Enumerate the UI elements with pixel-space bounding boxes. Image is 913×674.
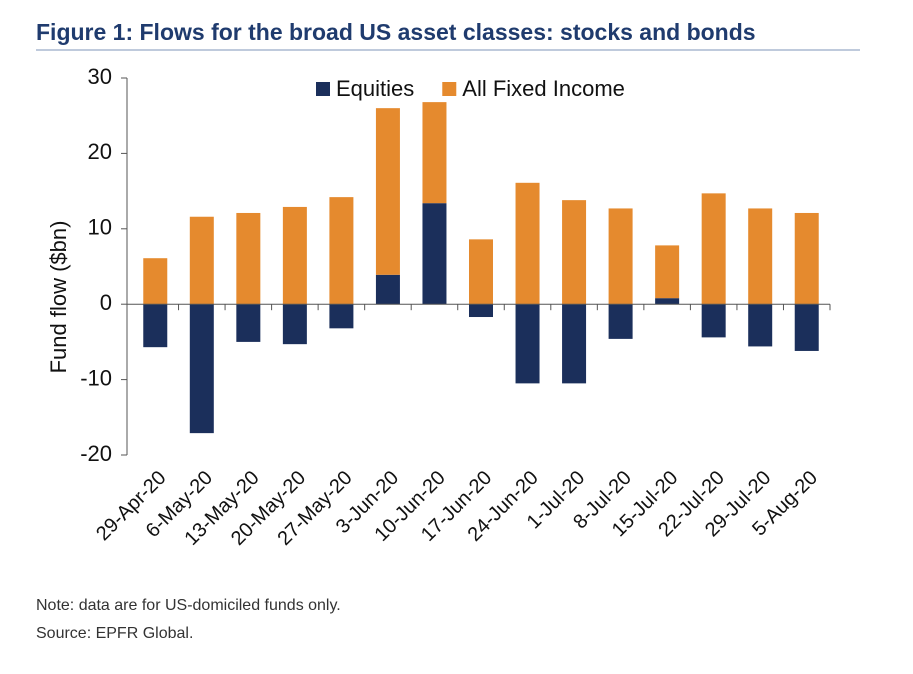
y-tick-label: 20 [88,139,112,164]
bar [655,245,680,299]
note: Source: EPFR Global. [36,625,193,642]
bar [469,239,493,305]
bar [608,304,633,339]
bar [748,208,773,305]
bar [515,182,540,305]
bar [329,304,354,329]
y-tick-label: 10 [88,215,112,240]
bar [562,304,587,384]
y-tick-label: 30 [88,64,112,89]
legend-label: All Fixed Income [462,76,625,101]
y-tick-label: -20 [80,441,112,466]
bar [236,304,261,342]
bar [794,304,819,351]
y-axis-label: Fund flow ($bn) [46,221,71,374]
bar [794,212,819,305]
bar [143,258,168,305]
note: Note: data are for US-domiciled funds on… [36,597,341,614]
chart-title: Figure 1: Flows for the broad US asset c… [36,19,756,45]
bar [189,304,214,434]
bar [422,203,447,305]
bar [143,304,168,348]
bar [375,108,400,275]
bar [236,212,261,305]
bar [562,200,587,305]
bar [608,208,633,305]
legend-label: Equities [336,76,414,101]
bar [748,304,773,347]
bar [422,102,447,204]
bar [655,298,680,305]
bar [515,304,540,384]
y-tick-label: -10 [80,365,112,390]
bar [469,304,493,318]
legend-swatch [316,82,330,96]
bar [701,193,726,305]
bar [329,197,354,305]
y-tick-label: 0 [100,290,112,315]
bar [701,304,726,338]
bar [375,274,400,305]
bar [189,216,214,305]
legend-swatch [442,82,457,96]
bar [282,304,307,345]
bar [282,206,307,305]
